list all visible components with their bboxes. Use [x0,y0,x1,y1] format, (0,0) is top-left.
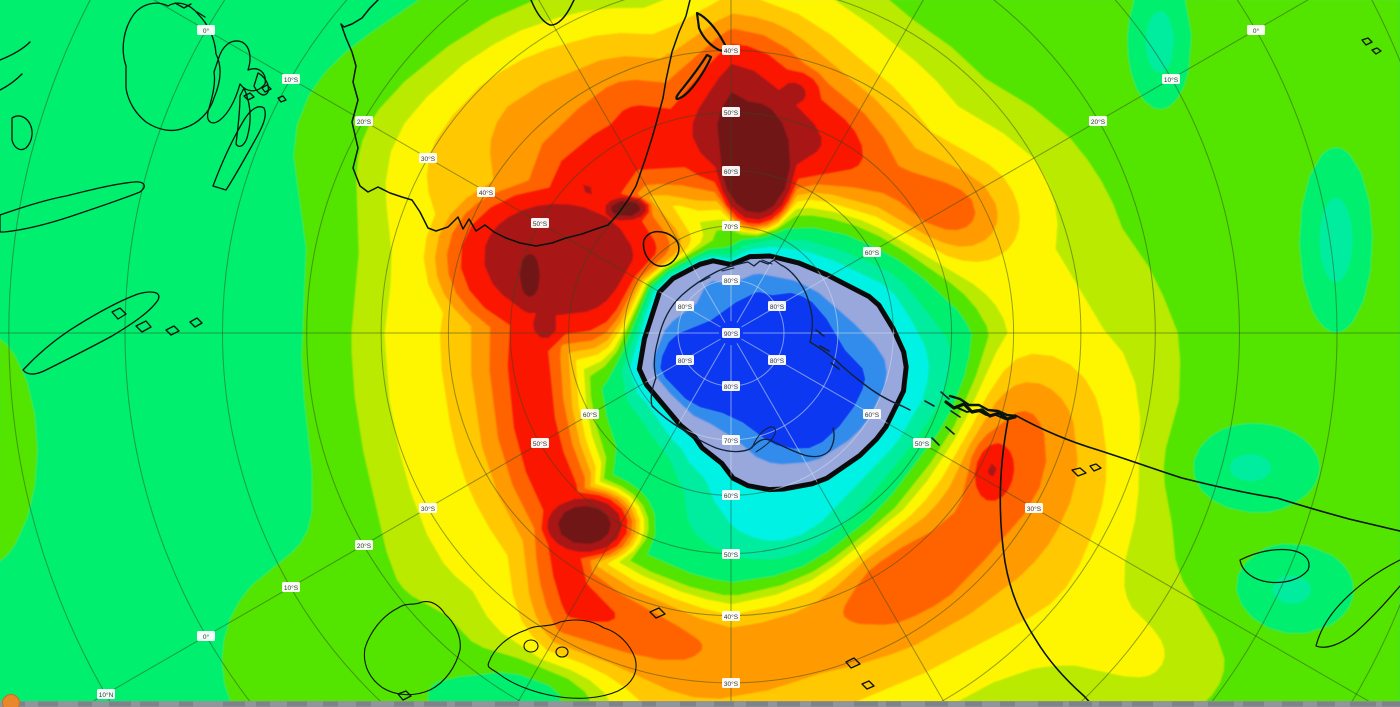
svg-text:60°S: 60°S [724,492,739,500]
svg-text:40°S: 40°S [479,189,494,197]
svg-text:20°S: 20°S [357,118,372,126]
svg-text:70°S: 70°S [724,223,739,231]
svg-text:90°S: 90°S [724,330,739,338]
svg-text:50°S: 50°S [915,440,930,448]
svg-text:80°S: 80°S [724,383,739,391]
svg-text:60°S: 60°S [865,249,880,257]
svg-text:80°S: 80°S [770,357,785,365]
svg-text:0°: 0° [1253,27,1260,35]
svg-text:20°S: 20°S [357,542,372,550]
svg-text:80°S: 80°S [678,303,693,311]
svg-text:50°S: 50°S [724,109,739,117]
svg-text:10°N: 10°N [99,691,114,699]
svg-text:60°S: 60°S [583,411,598,419]
svg-text:10°S: 10°S [1164,76,1179,84]
svg-text:30°S: 30°S [421,505,436,513]
svg-text:20°S: 20°S [1091,118,1106,126]
svg-text:40°S: 40°S [724,47,739,55]
svg-text:30°S: 30°S [724,680,739,688]
svg-text:30°S: 30°S [1027,505,1042,513]
svg-text:0°: 0° [203,27,210,35]
svg-text:0°: 0° [203,633,210,641]
svg-text:10°S: 10°S [284,76,299,84]
svg-text:50°S: 50°S [533,220,548,228]
svg-text:50°S: 50°S [533,440,548,448]
svg-text:10°S: 10°S [284,584,299,592]
svg-text:60°S: 60°S [724,168,739,176]
svg-text:40°S: 40°S [724,613,739,621]
svg-text:60°S: 60°S [865,411,880,419]
svg-text:80°S: 80°S [724,277,739,285]
svg-text:80°S: 80°S [678,357,693,365]
svg-text:70°S: 70°S [724,437,739,445]
svg-text:30°S: 30°S [421,155,436,163]
svg-text:50°S: 50°S [724,551,739,559]
svg-text:80°S: 80°S [770,303,785,311]
